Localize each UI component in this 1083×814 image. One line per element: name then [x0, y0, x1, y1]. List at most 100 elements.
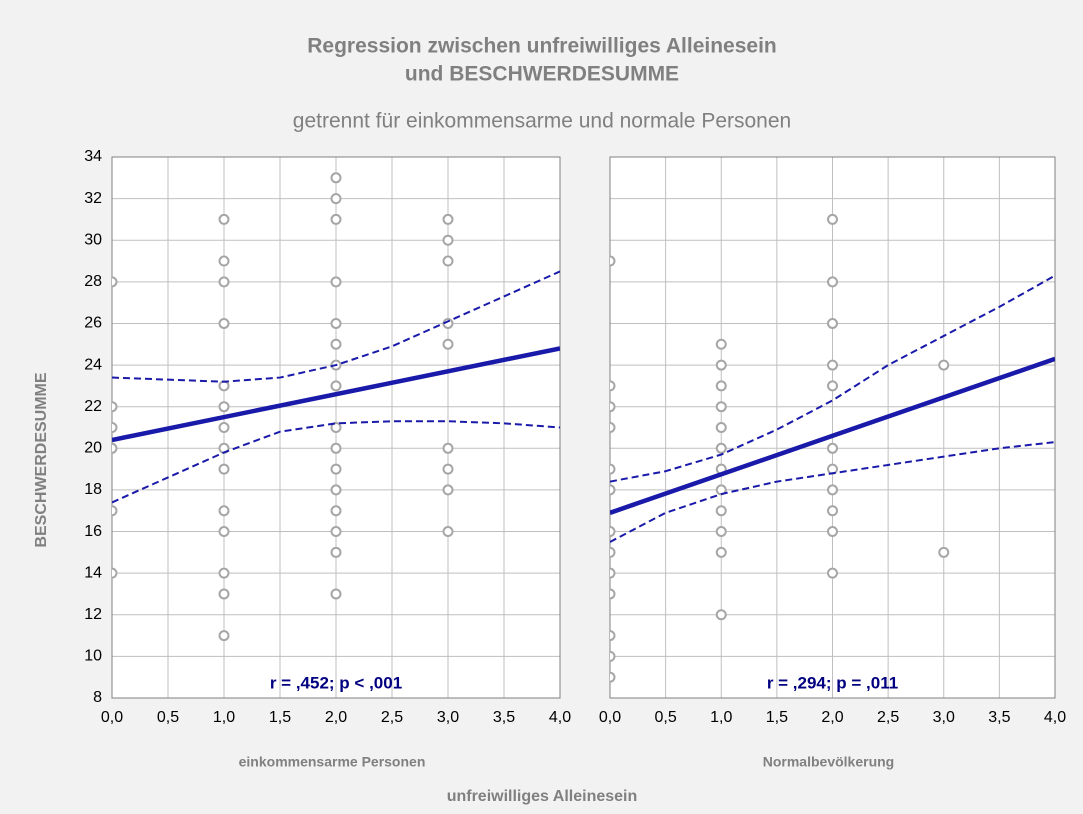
x-tick-label: 2,0	[325, 709, 347, 726]
data-point	[610, 546, 616, 558]
x-tick-label: 3,0	[933, 709, 955, 726]
data-point	[112, 422, 118, 433]
data-point	[218, 567, 230, 579]
data-point	[330, 484, 342, 496]
x-tick-label: 3,5	[988, 709, 1010, 726]
y-tick-label: 22	[84, 398, 102, 415]
data-point	[218, 588, 230, 600]
chart-title: Regression zwischen unfreiwilliges Allei…	[307, 35, 777, 58]
data-point	[330, 526, 342, 538]
data-point	[827, 442, 838, 454]
y-axis-label: BESCHWERDESUMME	[33, 372, 50, 547]
x-tick-label: 0,0	[599, 709, 621, 726]
x-tick-label: 2,0	[821, 709, 843, 726]
data-point	[715, 526, 727, 538]
x-tick-label: 1,5	[766, 709, 788, 726]
y-tick-label: 28	[84, 273, 102, 290]
x-tick-label: 4,0	[1044, 709, 1066, 726]
data-point	[610, 671, 616, 683]
y-tick-label: 18	[84, 481, 102, 498]
data-point	[715, 609, 727, 621]
data-point	[112, 505, 118, 517]
data-point	[330, 317, 342, 329]
data-point	[827, 526, 838, 538]
data-point	[218, 213, 230, 225]
annotation: r = ,452; p < ,001	[270, 673, 402, 692]
data-point	[610, 526, 616, 538]
y-tick-label: 30	[84, 231, 102, 248]
data-point	[610, 422, 616, 433]
data-point	[218, 380, 230, 392]
data-point	[610, 380, 616, 392]
chart-title: und BESCHWERDESUMME	[405, 63, 679, 86]
data-point	[442, 526, 454, 538]
data-point	[610, 255, 616, 267]
data-point	[938, 546, 950, 558]
data-point	[330, 380, 342, 392]
data-point	[827, 567, 838, 579]
data-point	[715, 359, 727, 371]
y-tick-label: 10	[84, 648, 102, 665]
data-point	[330, 442, 342, 454]
y-tick-label: 32	[84, 190, 102, 207]
confidence-upper	[610, 274, 1055, 483]
x-tick-label: 3,5	[493, 709, 515, 726]
data-point	[827, 484, 838, 496]
chart-subtitle: getrennt für einkommensarme und normale …	[293, 110, 791, 133]
y-tick-label: 26	[84, 315, 102, 332]
data-point	[330, 213, 342, 225]
data-point	[442, 442, 454, 454]
x-tick-label: 4,0	[549, 709, 571, 726]
x-tick-label: 1,0	[213, 709, 235, 726]
data-point	[442, 213, 454, 225]
data-point	[715, 422, 727, 433]
data-point	[442, 255, 454, 267]
y-tick-label: 12	[84, 606, 102, 623]
data-point	[610, 567, 616, 579]
data-point	[610, 650, 616, 662]
regression-line	[112, 346, 560, 443]
data-point	[715, 546, 727, 558]
data-point	[827, 276, 838, 288]
data-point	[610, 401, 616, 413]
data-point	[715, 380, 727, 392]
x-tick-label: 0,5	[157, 709, 179, 726]
data-point	[330, 505, 342, 517]
data-point	[112, 567, 118, 579]
data-point	[218, 526, 230, 538]
data-point	[218, 422, 230, 433]
data-point	[715, 442, 727, 454]
data-point	[218, 630, 230, 642]
confidence-lower	[112, 420, 560, 504]
panel-label: einkommensarme Personen	[239, 754, 426, 770]
plot-content	[112, 172, 560, 642]
data-point	[827, 505, 838, 517]
data-point	[442, 463, 454, 475]
data-point	[610, 630, 616, 642]
y-tick-label: 34	[84, 148, 102, 165]
data-point	[112, 442, 118, 454]
x-tick-label: 2,5	[381, 709, 403, 726]
data-point	[218, 255, 230, 267]
data-point	[827, 463, 838, 475]
y-tick-label: 14	[84, 564, 102, 581]
y-tick-label: 8	[93, 689, 102, 706]
x-tick-label: 3,0	[437, 709, 459, 726]
data-point	[610, 588, 616, 600]
data-point	[330, 276, 342, 288]
confidence-upper	[112, 270, 560, 383]
data-point	[442, 234, 454, 246]
y-tick-label: 20	[84, 440, 102, 457]
panel-label: Normalbevölkerung	[763, 754, 894, 770]
x-axis-label: unfreiwilliges Alleinesein	[447, 788, 638, 805]
data-point	[938, 359, 950, 371]
annotation: r = ,294; p = ,011	[767, 673, 898, 692]
data-point	[610, 463, 616, 475]
data-point	[330, 193, 342, 205]
data-point	[218, 401, 230, 413]
data-point	[330, 422, 342, 433]
data-point	[218, 505, 230, 517]
data-point	[330, 172, 342, 184]
